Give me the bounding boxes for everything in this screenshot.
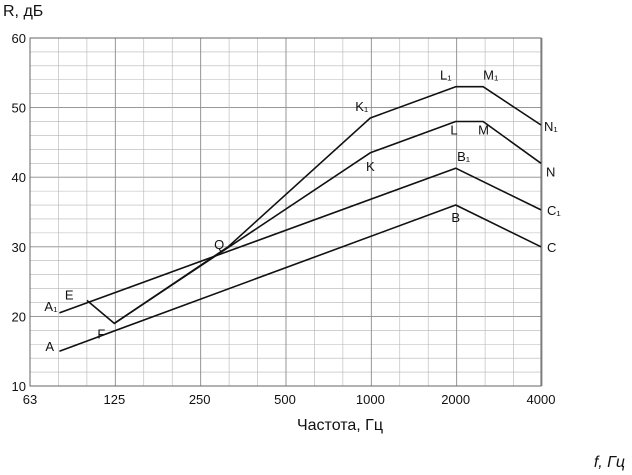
point-label: A₁: [44, 299, 58, 314]
series-line-3: [86, 120, 542, 325]
series-line-1: [59, 204, 542, 352]
point-labels: A B C A₁ B₁ C₁ E F K L M N Q K₁ L₁ M₁ N₁: [44, 68, 561, 354]
y-tick-label: 50: [12, 101, 26, 116]
series-line-4: [113, 85, 542, 325]
y-tick-label: 60: [12, 31, 26, 46]
point-label: A: [45, 339, 54, 354]
series-lines: [59, 85, 542, 352]
point-label: M₁: [483, 68, 499, 83]
point-label: K₁: [355, 99, 369, 114]
series-line-2: [59, 167, 542, 314]
x-tick-label: 500: [274, 392, 296, 407]
y-tick-label: 40: [12, 170, 26, 185]
point-label: K: [366, 159, 375, 174]
x-tick-labels: 63 125 250 500 1000 2000 4000: [23, 392, 556, 407]
point-label: N: [546, 164, 555, 179]
point-label: N₁: [544, 119, 558, 134]
y-tick-labels: 10 20 30 40 50 60: [12, 31, 26, 394]
point-label: M: [478, 123, 489, 138]
point-label: Q: [214, 237, 224, 252]
x-axis-title: Частота, Гц: [297, 417, 383, 434]
x-tick-label: 125: [103, 392, 125, 407]
x-axis-secondary-title: f, Гц: [594, 454, 625, 471]
point-label: C: [547, 240, 556, 255]
x-tick-label: 2000: [441, 392, 470, 407]
plot-frame: [29, 37, 542, 387]
x-tick-label: 4000: [527, 392, 556, 407]
point-label: L₁: [440, 68, 452, 83]
point-label: C₁: [547, 203, 561, 218]
y-tick-label: 20: [12, 309, 26, 324]
x-tick-label: 1000: [356, 392, 385, 407]
point-label: E: [65, 287, 74, 302]
point-label: B: [451, 210, 460, 225]
x-tick-label: 250: [189, 392, 211, 407]
x-tick-label: 63: [23, 392, 37, 407]
y-tick-label: 10: [12, 379, 26, 394]
y-tick-label: 30: [12, 240, 26, 255]
point-label: L: [450, 123, 457, 138]
y-axis-title: R, дБ: [3, 3, 43, 20]
point-label: B₁: [457, 149, 471, 164]
point-label: F: [97, 326, 105, 341]
